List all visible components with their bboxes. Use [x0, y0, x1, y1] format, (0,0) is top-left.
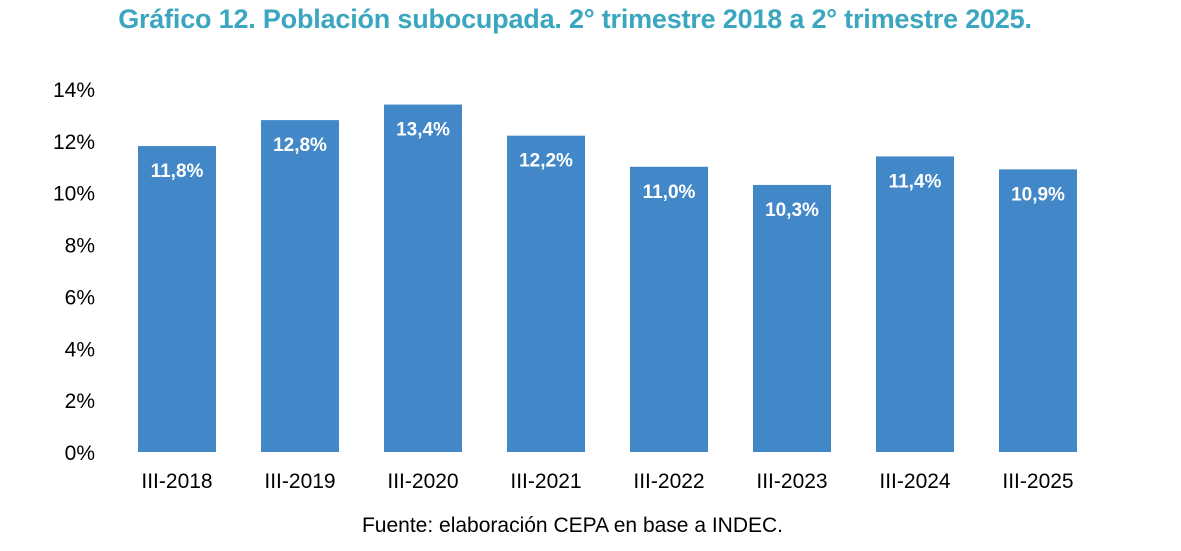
data-label: 13,4% — [396, 120, 450, 141]
x-tick-label: III-2021 — [510, 470, 581, 493]
bar — [876, 156, 954, 452]
bar — [630, 166, 708, 453]
y-tick-label: 0% — [65, 442, 95, 465]
data-label: 10,3% — [765, 200, 819, 221]
y-tick-label: 12% — [53, 131, 95, 154]
x-tick-label: III-2018 — [141, 470, 212, 493]
bar — [261, 120, 339, 452]
data-label: 11,4% — [889, 171, 942, 192]
data-label: 10,9% — [1011, 184, 1065, 205]
x-tick-label: III-2019 — [264, 470, 335, 493]
bars-group — [138, 104, 1077, 453]
x-axis: III-2018 III-2019 III-2020 III-2021 III-2022… — [141, 470, 1073, 493]
bar — [384, 104, 462, 453]
y-tick-label: 10% — [53, 183, 95, 206]
y-axis: 0% 2% 4% 6% 8% 10% 12% 14% — [53, 79, 95, 465]
source-note: Fuente: elaboración CEPA en base a INDEC… — [361, 514, 783, 537]
y-tick-label: 8% — [65, 235, 95, 258]
x-tick-label: III-2025 — [1002, 470, 1073, 493]
data-label: 11,0% — [643, 182, 696, 203]
bar — [753, 184, 831, 452]
x-tick-label: III-2024 — [879, 470, 951, 493]
y-tick-label: 4% — [65, 338, 95, 361]
y-tick-label: 14% — [53, 79, 95, 102]
data-label: 12,2% — [519, 151, 573, 172]
data-label: 11,8% — [151, 161, 204, 182]
data-labels-group: 11,8% 12,8% 13,4% 12,2% 11,0% 10,3% 11,4% 10,9% — [151, 120, 1065, 221]
bar — [999, 169, 1077, 452]
x-tick-label: III-2022 — [633, 470, 704, 493]
x-tick-label: III-2020 — [387, 470, 458, 493]
y-tick-label: 6% — [65, 286, 95, 309]
bar — [507, 135, 585, 452]
y-tick-label: 2% — [65, 390, 95, 413]
data-label: 12,8% — [273, 135, 327, 156]
chart-title: Gráfico 12. Población subocupada. 2° tri… — [118, 4, 1032, 34]
bar — [138, 146, 216, 453]
x-tick-label: III-2023 — [756, 470, 827, 493]
